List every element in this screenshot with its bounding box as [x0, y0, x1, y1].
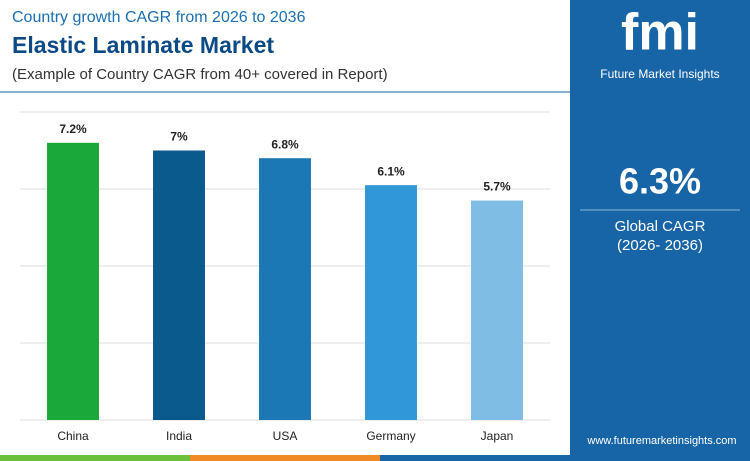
logo: fmi [621, 4, 699, 62]
url: www.futuremarketinsights.com [586, 435, 736, 447]
global-value: 6.3% [619, 161, 701, 202]
bottom-strip [190, 455, 380, 461]
x-tick-label: India [166, 429, 192, 443]
x-tick-label: Japan [481, 429, 514, 443]
x-tick-label: Germany [366, 429, 415, 443]
bar [47, 142, 99, 421]
value-label: 5.7% [483, 180, 511, 194]
bottom-strip [380, 455, 750, 461]
x-tick-label: USA [273, 429, 298, 443]
global-period: (2026- 2036) [617, 237, 703, 254]
brand: Future Market Insights [600, 67, 719, 81]
value-label: 6.1% [377, 164, 405, 178]
bar [153, 150, 205, 420]
value-label: 6.8% [271, 137, 299, 151]
side-panel [570, 0, 750, 455]
global-label: Global CAGR [615, 218, 706, 235]
bar [471, 200, 523, 420]
kicker: Country growth CAGR from 2026 to 2036 [12, 9, 306, 26]
bar [259, 158, 311, 420]
value-label: 7.2% [59, 122, 87, 136]
x-tick-label: China [57, 429, 89, 443]
value-label: 7% [170, 130, 188, 144]
title: Elastic Laminate Market [12, 32, 274, 58]
note: (Example of Country CAGR from 40+ covere… [12, 66, 388, 83]
bottom-strip [0, 455, 190, 461]
bar [365, 185, 417, 420]
